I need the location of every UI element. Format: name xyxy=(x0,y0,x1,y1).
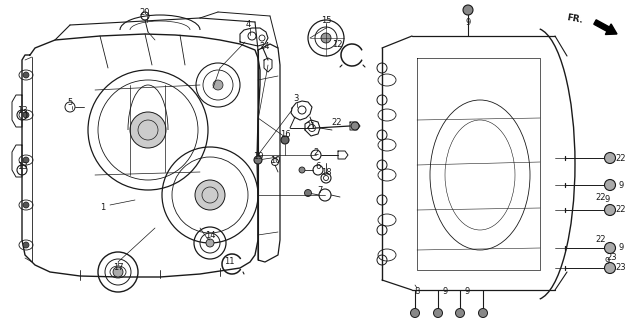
Circle shape xyxy=(23,112,29,118)
Text: 2: 2 xyxy=(313,148,319,156)
Text: 16: 16 xyxy=(280,130,291,139)
Text: 22: 22 xyxy=(616,205,626,214)
Circle shape xyxy=(206,239,214,247)
Text: 22: 22 xyxy=(331,117,342,126)
Circle shape xyxy=(23,72,29,78)
Circle shape xyxy=(213,80,223,90)
Text: 4: 4 xyxy=(245,20,250,28)
Text: 9: 9 xyxy=(604,195,610,204)
Text: 15: 15 xyxy=(321,15,331,25)
Circle shape xyxy=(321,33,331,43)
Text: 7: 7 xyxy=(317,186,323,195)
Text: 5: 5 xyxy=(67,98,72,107)
Text: 6: 6 xyxy=(315,162,321,171)
Text: 19: 19 xyxy=(253,151,264,161)
Circle shape xyxy=(23,202,29,208)
Circle shape xyxy=(455,308,464,317)
Text: 11: 11 xyxy=(224,258,234,267)
Text: 23: 23 xyxy=(607,253,617,262)
Text: 9: 9 xyxy=(618,180,623,189)
Circle shape xyxy=(254,156,262,164)
Text: FR.: FR. xyxy=(566,13,584,25)
Circle shape xyxy=(479,308,487,317)
Circle shape xyxy=(130,112,166,148)
Circle shape xyxy=(23,157,29,163)
Circle shape xyxy=(299,167,305,173)
Text: 17: 17 xyxy=(113,262,123,271)
Text: 13: 13 xyxy=(17,162,27,171)
Text: 22: 22 xyxy=(616,154,626,163)
Circle shape xyxy=(281,136,289,144)
Text: 13: 13 xyxy=(17,106,27,115)
Circle shape xyxy=(604,153,616,164)
Circle shape xyxy=(604,180,616,190)
Text: 14: 14 xyxy=(205,230,215,239)
Text: 10: 10 xyxy=(270,156,281,164)
Text: 20: 20 xyxy=(140,7,150,17)
Circle shape xyxy=(604,204,616,215)
Text: 1: 1 xyxy=(101,203,106,212)
Circle shape xyxy=(195,180,225,210)
Circle shape xyxy=(304,189,311,196)
Circle shape xyxy=(23,242,29,248)
Text: 9: 9 xyxy=(618,244,623,252)
Circle shape xyxy=(433,308,442,317)
Text: 9: 9 xyxy=(604,258,610,267)
Circle shape xyxy=(411,308,420,317)
Text: 23: 23 xyxy=(616,263,626,273)
Circle shape xyxy=(604,262,616,274)
Text: 9: 9 xyxy=(465,18,470,27)
Text: 22: 22 xyxy=(596,236,606,244)
FancyArrow shape xyxy=(594,20,617,35)
Text: 18: 18 xyxy=(321,167,331,177)
Circle shape xyxy=(463,5,473,15)
Text: 21: 21 xyxy=(306,122,316,131)
Circle shape xyxy=(604,243,616,253)
Circle shape xyxy=(113,267,123,277)
Text: 3: 3 xyxy=(293,93,299,102)
Text: 9: 9 xyxy=(442,286,448,295)
Circle shape xyxy=(351,122,359,130)
Text: 8: 8 xyxy=(415,286,420,295)
Text: 9: 9 xyxy=(464,286,470,295)
Text: 12: 12 xyxy=(331,39,342,49)
Text: 24: 24 xyxy=(260,42,270,51)
Text: 22: 22 xyxy=(596,193,606,202)
